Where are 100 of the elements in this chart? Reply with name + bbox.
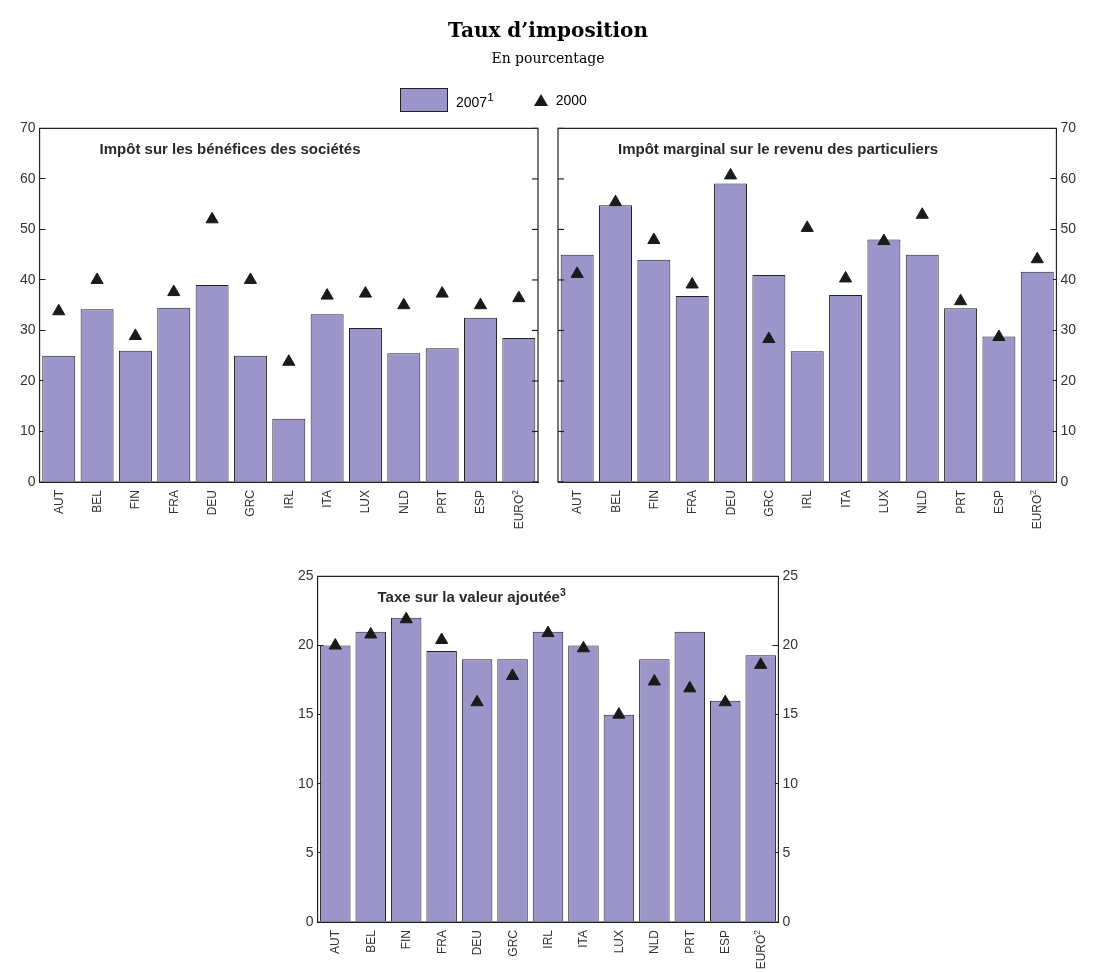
point	[328, 638, 342, 650]
y2-tick-label: 10	[782, 774, 799, 791]
y-tick-label: 10	[19, 422, 36, 439]
x-tick-label: AUT	[51, 489, 66, 514]
x-tick-label: FIN	[646, 489, 661, 510]
legend-label: 2007$^{1}$	[456, 90, 494, 110]
x-tick-label: FRA	[434, 930, 449, 954]
y-tick-label: 70	[19, 119, 36, 136]
point	[128, 328, 142, 341]
y-tick-label: 60	[19, 169, 36, 186]
point	[167, 284, 181, 297]
y-tick-label: 10	[297, 774, 314, 791]
point	[435, 286, 449, 298]
text: Impôt marginal sur le revenu des particuliers	[618, 140, 939, 158]
x-tick-label: ESP	[991, 490, 1006, 515]
x-tick-label: FIN	[128, 489, 143, 510]
point	[647, 232, 661, 245]
x-tick-label: LUX	[611, 930, 626, 954]
x-tick-label: ITA	[320, 490, 335, 508]
point	[954, 293, 968, 306]
point	[800, 220, 814, 232]
x-tick-label: ITA	[838, 490, 853, 508]
point	[52, 303, 66, 316]
point	[243, 272, 258, 284]
y-tick-label: 20	[19, 371, 36, 388]
y2-tick-label: 25	[782, 567, 799, 584]
point	[505, 668, 520, 680]
x-tick-label: EURO2	[1028, 489, 1045, 530]
x-tick-label: IRL	[800, 489, 815, 509]
x-tick-label: BEL	[90, 489, 105, 513]
point	[399, 611, 413, 624]
point	[608, 194, 623, 207]
x-tick-label: IRL	[281, 489, 296, 509]
x-tick-label: GRC	[761, 489, 776, 517]
x-tick-label: IRL	[541, 929, 555, 949]
y-tick-label: 15	[297, 705, 314, 722]
y2-tick-label: 20	[782, 636, 799, 653]
point	[512, 290, 526, 303]
point	[576, 640, 591, 653]
x-tick-label: AUT	[570, 489, 585, 514]
y2-tick-label: 5	[782, 843, 791, 860]
y-tick-label: 40	[19, 270, 36, 287]
point	[683, 680, 697, 693]
point	[470, 694, 484, 707]
y2-tick-label: 0	[782, 912, 791, 929]
point	[358, 286, 373, 298]
point	[915, 207, 929, 219]
point	[320, 288, 334, 300]
x-tick-label: ESP	[718, 930, 733, 955]
point	[838, 270, 853, 283]
point	[612, 707, 626, 719]
x-tick-label: PRT	[435, 489, 450, 514]
point	[1030, 251, 1044, 264]
x-tick-label: GRC	[505, 929, 520, 957]
point	[877, 233, 891, 246]
y-tick-label: 0	[305, 912, 314, 929]
y-tick-label: 0	[27, 472, 36, 489]
point	[647, 673, 661, 686]
x-tick-label: FRA	[166, 490, 181, 514]
x-tick-label: LUX	[876, 490, 891, 514]
x-tick-label: GRC	[243, 489, 258, 517]
legend-label: 2000	[555, 92, 587, 108]
x-tick-label: ITA	[576, 930, 591, 948]
point	[754, 657, 768, 669]
text: Taux d’imposition	[447, 18, 649, 42]
x-tick-label: NLD	[647, 929, 662, 955]
x-tick-label: ESP	[473, 490, 488, 515]
point	[992, 329, 1006, 342]
point	[364, 626, 378, 639]
y-tick-label: 25	[297, 567, 314, 584]
text: Impôt sur les bénéfices des sociétés	[99, 140, 361, 158]
y2-tick-label: 30	[1060, 321, 1077, 338]
x-tick-label: FRA	[685, 490, 700, 514]
point	[397, 297, 411, 310]
x-tick-label: BEL	[363, 929, 378, 953]
y2-tick-label: 15	[782, 705, 799, 722]
text: En pourcentage	[490, 50, 606, 66]
x-tick-label: PRT	[682, 929, 697, 954]
point	[541, 625, 555, 638]
x-tick-label: AUT	[328, 929, 343, 954]
point	[685, 276, 699, 289]
point	[723, 167, 738, 180]
point	[762, 331, 776, 344]
y-tick-label: 30	[19, 321, 36, 338]
x-tick-label: BEL	[608, 489, 623, 513]
y2-tick-label: 10	[1060, 422, 1077, 439]
point	[282, 354, 296, 366]
x-tick-label: FIN	[399, 929, 414, 950]
y-tick-label: 20	[297, 636, 314, 653]
y2-tick-label: 50	[1060, 220, 1077, 237]
y2-tick-label: 20	[1060, 371, 1077, 388]
point	[205, 211, 219, 224]
y2-tick-label: 40	[1060, 270, 1077, 287]
x-tick-label: DEU	[470, 929, 485, 956]
y2-tick-label: 60	[1060, 169, 1077, 186]
y2-tick-label: 0	[1060, 472, 1069, 489]
x-tick-label: LUX	[358, 490, 373, 514]
point	[570, 266, 584, 278]
point	[435, 632, 449, 644]
x-tick-label: DEU	[205, 489, 220, 516]
